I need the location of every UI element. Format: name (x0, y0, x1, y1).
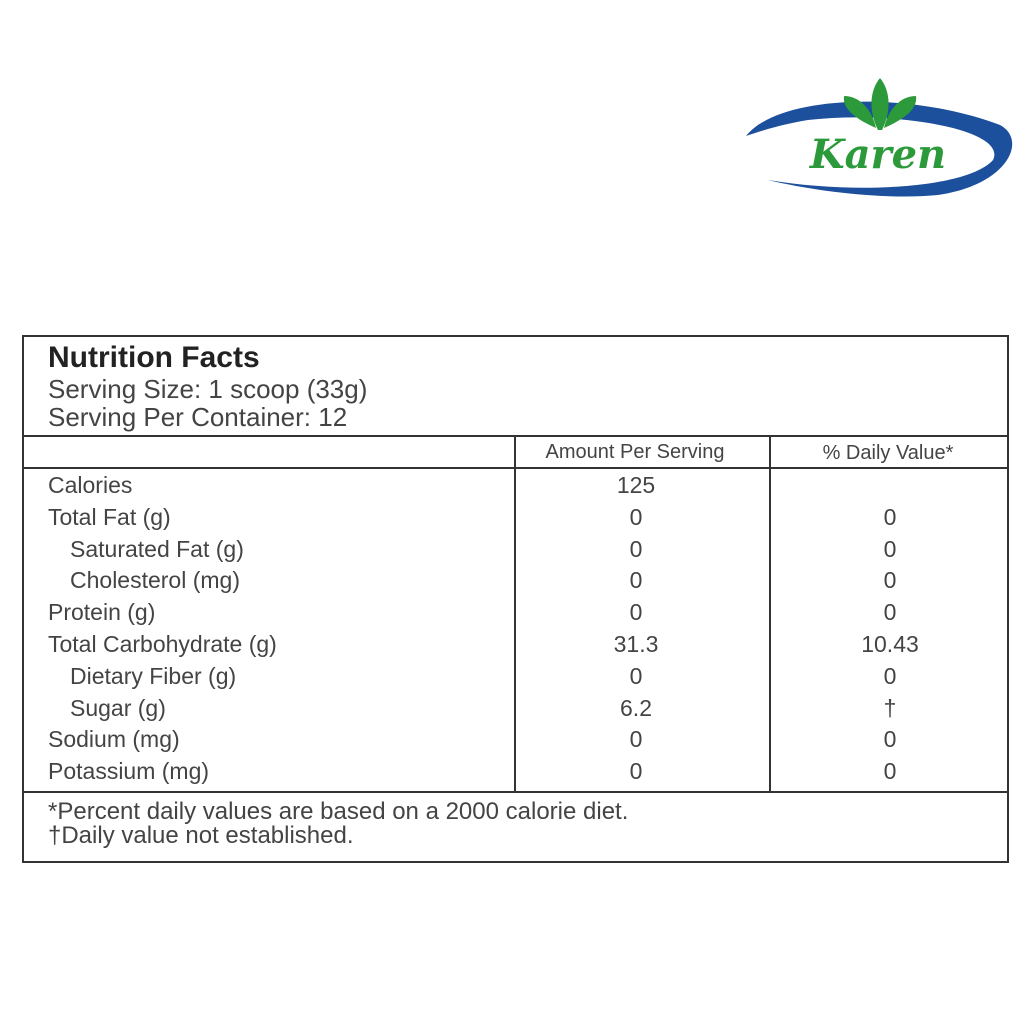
amount: 0 (629, 567, 643, 594)
row-label: Sugar (g) (70, 694, 166, 721)
amount: 125 (616, 472, 656, 498)
daily-value: † (883, 694, 897, 721)
daily-value: 0 (883, 726, 897, 753)
row-label: Cholesterol (mg) (70, 567, 240, 594)
row-label: Dietary Fiber (g) (70, 662, 237, 689)
logo-leaf (871, 78, 889, 130)
daily-value: 0 (883, 758, 897, 785)
footnote: *Percent daily values are based on a 200… (48, 798, 629, 825)
row-label: Saturated Fat (g) (70, 535, 244, 562)
label-title: Nutrition Facts (48, 341, 260, 374)
amount: 0 (629, 662, 643, 689)
amount: 0 (629, 535, 643, 562)
row-label: Potassium (mg) (48, 758, 210, 785)
amount: 6.2 (620, 694, 652, 721)
daily-value: 0 (883, 599, 897, 626)
row-label: Total Fat (g) (48, 503, 171, 530)
daily-value: 0 (883, 567, 897, 594)
row-label: Sodium (mg) (48, 726, 180, 753)
logo-leaf (843, 96, 876, 128)
daily-value: 10.43 (861, 631, 919, 657)
amount: 0 (629, 503, 643, 530)
daily-value: 0 (883, 503, 897, 530)
column-rule (769, 435, 771, 793)
logo-text: Karen (809, 131, 946, 178)
amount: 31.3 (613, 631, 659, 657)
nutrition-label (22, 335, 1009, 863)
footnote: †Daily value not established. (48, 822, 354, 849)
row-label: Protein (g) (48, 599, 156, 626)
column-header: Amount Per Serving (545, 441, 725, 463)
amount: 0 (629, 599, 643, 626)
serving-size: Serving Size: 1 scoop (33g) (48, 374, 368, 404)
daily-value: 0 (883, 662, 897, 689)
servings-per-container: Serving Per Container: 12 (48, 402, 348, 432)
amount: 0 (629, 726, 643, 753)
amount: 0 (629, 758, 643, 785)
column-rule (514, 435, 516, 793)
row-label: Calories (48, 472, 133, 498)
row-label: Total Carbohydrate (g) (48, 631, 277, 657)
logo-leaf (884, 96, 917, 128)
column-header: % Daily Value* (822, 442, 954, 464)
logo-swoosh (746, 101, 1013, 197)
daily-value: 0 (883, 535, 897, 562)
logo: Karen (746, 78, 1013, 197)
